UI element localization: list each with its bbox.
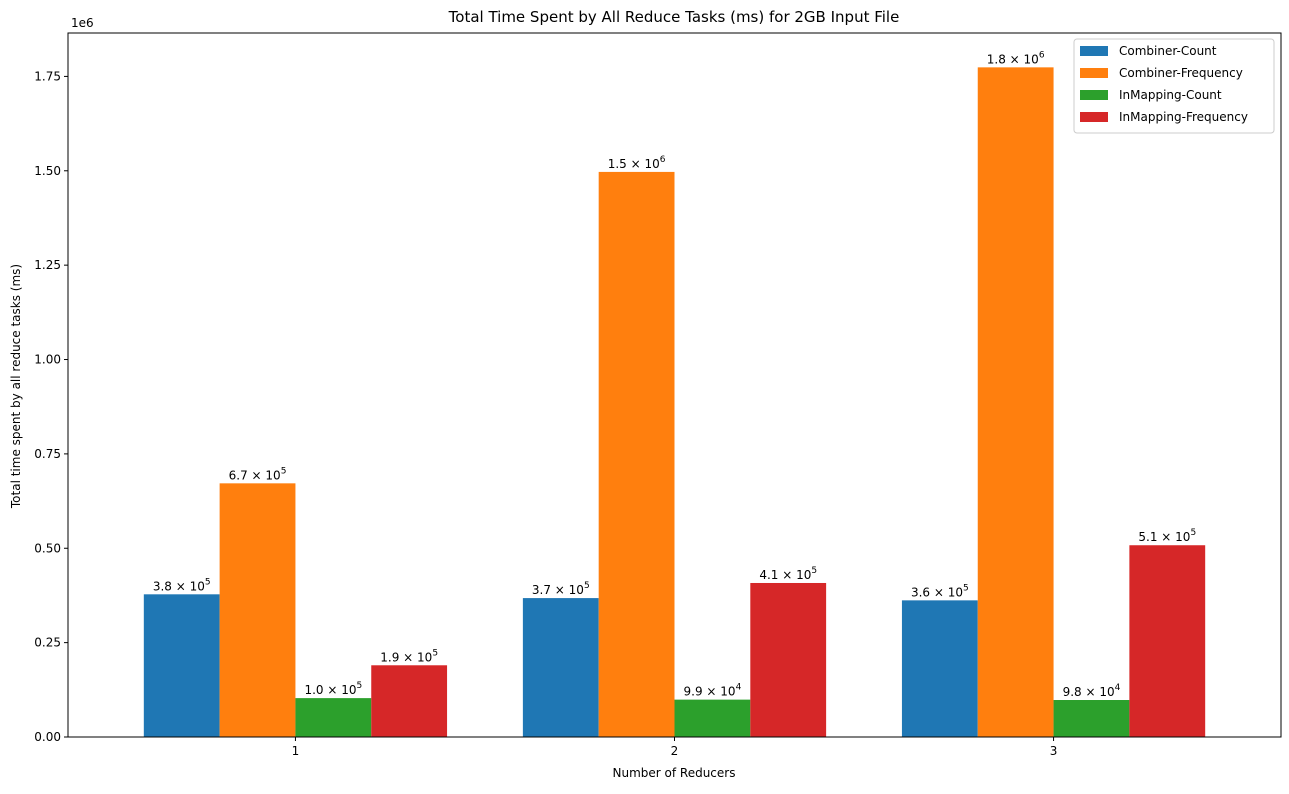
- bar-inmapping-frequency-2: [750, 582, 827, 737]
- legend-label: InMapping-Frequency: [1119, 110, 1248, 124]
- bar-value-label: 4.1 × 105: [759, 566, 817, 582]
- bars-layer: [143, 67, 1206, 738]
- bar-value-label: 1.5 × 106: [608, 155, 666, 171]
- bar-inmapping-frequency-3: [1129, 545, 1206, 737]
- x-tick-label: 1: [292, 744, 300, 758]
- x-axis: 1 2 3: [292, 737, 1058, 758]
- legend-swatch: [1080, 46, 1108, 56]
- legend-label: InMapping-Count: [1119, 88, 1222, 102]
- legend-swatch: [1080, 90, 1108, 100]
- bar-combiner-count-3: [901, 600, 978, 737]
- bar-combiner-frequency-1: [219, 483, 296, 737]
- bar-value-label: 3.7 × 105: [532, 581, 590, 597]
- bar-combiner-frequency-3: [977, 67, 1054, 738]
- bar-combiner-count-2: [522, 598, 599, 737]
- bar-value-label: 3.8 × 105: [153, 577, 211, 593]
- x-tick-label: 2: [671, 744, 679, 758]
- bar-value-label: 5.1 × 105: [1138, 528, 1196, 544]
- y-axis-label: Total time spent by all reduce tasks (ms…: [9, 264, 23, 509]
- bar-value-label: 3.6 × 105: [911, 583, 969, 599]
- bar-labels-layer: 3.8 × 105 3.7 × 105 3.6 × 105 6.7 × 105 1.5 …: [153, 50, 1196, 699]
- bar-value-label: 9.9 × 104: [684, 683, 742, 699]
- x-axis-label: Number of Reducers: [613, 766, 736, 780]
- bar-combiner-count-1: [143, 594, 220, 737]
- bar-inmapping-count-1: [295, 698, 372, 737]
- bar-inmapping-frequency-1: [371, 665, 448, 737]
- plot-frame: [67, 32, 1282, 738]
- legend-swatch: [1080, 112, 1108, 122]
- bar-combiner-frequency-2: [598, 171, 675, 737]
- bar-value-label: 1.9 × 105: [380, 648, 438, 664]
- y-tick-label: 1.50: [34, 164, 61, 178]
- x-tick-label: 3: [1050, 744, 1058, 758]
- y-tick-label: 0.75: [34, 447, 61, 461]
- y-axis: 0.00 0.25 0.50 0.75 1.00 1.25 1.50 1.75: [34, 69, 68, 744]
- bar-inmapping-count-2: [674, 699, 751, 737]
- legend: Combiner-Count Combiner-Frequency InMappin…: [1073, 38, 1275, 134]
- y-tick-label: 0.50: [34, 541, 61, 555]
- legend-swatch: [1080, 68, 1108, 78]
- y-axis-offset-label: 1e6: [71, 16, 94, 30]
- y-tick-label: 0.00: [34, 730, 61, 744]
- bar-value-label: 1.0 × 105: [304, 681, 362, 697]
- bar-inmapping-count-3: [1053, 700, 1130, 737]
- legend-box: [1073, 38, 1275, 134]
- bar-value-label: 9.8 × 104: [1063, 683, 1121, 699]
- bar-value-label: 6.7 × 105: [229, 466, 287, 482]
- legend-label: Combiner-Frequency: [1119, 66, 1243, 80]
- legend-label: Combiner-Count: [1119, 44, 1217, 58]
- chart-title: Total Time Spent by All Reduce Tasks (ms…: [448, 8, 900, 26]
- y-tick-label: 1.00: [34, 353, 61, 367]
- y-tick-label: 1.25: [34, 258, 61, 272]
- y-tick-label: 0.25: [34, 636, 61, 650]
- y-tick-label: 1.75: [34, 69, 61, 83]
- bar-value-label: 1.8 × 106: [987, 50, 1045, 66]
